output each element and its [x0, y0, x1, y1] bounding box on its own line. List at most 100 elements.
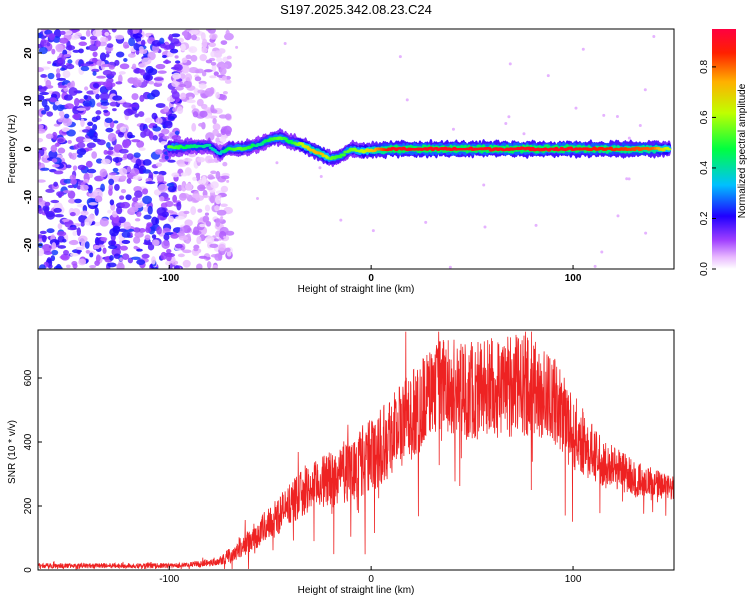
heatmap-cell	[183, 29, 188, 39]
heatmap-cell	[176, 106, 184, 114]
heatmap-cell	[153, 170, 159, 175]
heatmap-cell	[72, 230, 78, 236]
heatmap-cell	[405, 98, 409, 102]
heatmap-cell	[638, 123, 642, 127]
heatmap-cell	[47, 264, 53, 269]
heatmap-cell	[119, 195, 125, 200]
heatmap-cell	[68, 198, 77, 204]
heatmap-cell	[57, 245, 67, 249]
heatmap-cell	[205, 132, 215, 142]
heatmap-cell	[196, 98, 204, 107]
heatmap-cell	[199, 223, 206, 228]
heatmap-cell	[208, 176, 216, 180]
heatmap-cell	[95, 110, 102, 115]
heatmap-cell	[643, 88, 647, 92]
heatmap-cell	[68, 87, 78, 96]
heatmap-cell	[45, 79, 52, 88]
heatmap-cell	[167, 185, 177, 193]
heatmap-cell	[209, 75, 217, 79]
x-tick-label: 100	[565, 273, 582, 284]
heatmap-cell	[151, 89, 160, 98]
heatmap-cell	[157, 183, 168, 193]
heatmap-cell	[174, 64, 183, 71]
heatmap-cell	[80, 118, 85, 128]
heatmap-cell	[57, 138, 64, 143]
heatmap-cell	[60, 67, 66, 71]
heatmap-cell	[118, 74, 123, 84]
heatmap-cell	[63, 127, 70, 132]
heatmap-cell	[142, 159, 152, 166]
heatmap-cell	[63, 249, 69, 256]
heatmap-cell	[184, 73, 193, 82]
heatmap-cell	[212, 264, 218, 269]
heatmap-cell	[218, 237, 222, 241]
heatmap-cell	[67, 139, 72, 144]
heatmap-cell	[178, 192, 187, 201]
heatmap-cell	[38, 94, 45, 101]
heatmap-cell	[134, 113, 139, 118]
heatmap-cell	[163, 233, 170, 241]
heatmap-cell	[209, 195, 215, 204]
heatmap-cell	[99, 92, 110, 101]
heatmap-cell	[66, 129, 76, 137]
heatmap-cell	[80, 65, 90, 72]
heatmap-cell	[167, 159, 176, 163]
heatmap-cell	[136, 211, 142, 217]
heatmap-cell	[141, 39, 146, 47]
heatmap-cell	[171, 88, 178, 95]
heatmap-cell	[75, 246, 85, 251]
heatmap-cell	[138, 147, 146, 151]
heatmap-cell	[134, 231, 144, 238]
heatmap-cell	[574, 106, 578, 110]
heatmap-cell	[75, 136, 86, 143]
heatmap-cell	[39, 230, 47, 235]
heatmap-cell	[207, 29, 216, 34]
heatmap-cell	[126, 153, 134, 160]
heatmap-cell	[186, 99, 196, 104]
heatmap-cell	[220, 216, 224, 220]
heatmap-cell	[112, 225, 121, 234]
heatmap-cell	[625, 177, 629, 181]
heatmap-cell	[207, 158, 216, 163]
snr-frame	[37, 329, 675, 571]
heatmap-cell	[194, 76, 202, 82]
heatmap-cell	[92, 51, 98, 58]
x-tick-label: 100	[565, 574, 582, 585]
heatmap-cell	[95, 93, 100, 100]
heatmap-cell	[168, 34, 173, 41]
heatmap-cell	[79, 184, 89, 191]
heatmap-cell	[100, 101, 110, 106]
heatmap-cell	[106, 150, 114, 156]
heatmap-cell	[40, 74, 47, 78]
y-tick-label: 10	[23, 95, 34, 107]
heatmap-cell	[171, 135, 182, 141]
heatmap-cell	[119, 245, 128, 251]
heatmap-cell	[158, 133, 165, 138]
heatmap-cell	[126, 178, 132, 184]
heatmap-cell	[119, 175, 127, 181]
heatmap-cell	[54, 214, 64, 218]
snr-y-label: SNR (10 * v/v)	[7, 420, 18, 484]
heatmap-cell	[72, 165, 78, 171]
heatmap-cell	[93, 82, 100, 89]
heatmap-cell	[215, 170, 221, 180]
heatmap-cell	[226, 179, 230, 183]
heatmap-cell	[145, 227, 152, 233]
heatmap-cell	[100, 105, 108, 110]
heatmap-cell	[141, 188, 149, 195]
heatmap-cell	[38, 137, 44, 143]
heatmap-cell	[205, 235, 215, 245]
heatmap-cell	[193, 88, 200, 96]
heatmap-cell	[211, 63, 217, 73]
heatmap-cell	[126, 166, 132, 173]
heatmap-cell	[89, 264, 97, 269]
heatmap-cell	[42, 234, 47, 243]
y-tick-label: 400	[23, 433, 34, 450]
heatmap-cell	[224, 113, 232, 120]
y-tick-label: 20	[23, 47, 34, 59]
heatmap-cell	[181, 57, 188, 64]
heatmap-cell	[219, 63, 229, 69]
heatmap-cell	[102, 81, 112, 88]
